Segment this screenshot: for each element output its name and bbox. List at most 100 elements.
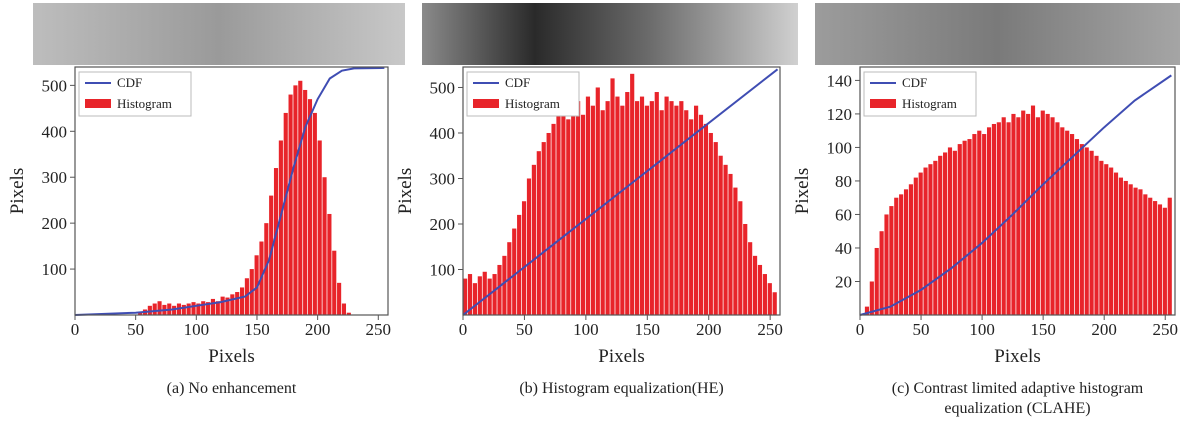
histogram-bar: [1162, 207, 1167, 315]
histogram-bar: [1074, 139, 1080, 315]
histogram-bar: [679, 101, 684, 315]
histogram-bar: [947, 147, 953, 315]
legend-swatch: [473, 99, 499, 108]
histogram-bar: [497, 264, 502, 315]
histogram-bar: [664, 96, 669, 316]
histogram-bar: [630, 73, 635, 316]
histogram-bar: [590, 105, 595, 316]
histogram-bar: [1094, 155, 1099, 315]
histogram-bar: [546, 132, 551, 315]
x-tick-label: 250: [1152, 320, 1178, 339]
legend: CDF Histogram: [466, 71, 580, 117]
histogram-bar: [1153, 201, 1158, 315]
y-axis-label: Pixels: [7, 168, 28, 214]
histogram-bar: [206, 302, 211, 315]
histogram-bar: [605, 101, 610, 315]
legend: CDF Histogram: [863, 71, 977, 117]
x-tick-label: 0: [856, 320, 865, 339]
histogram-bar: [561, 110, 566, 315]
histogram-bar: [698, 114, 704, 315]
histogram-bar: [1167, 197, 1172, 315]
histogram-bar: [918, 172, 923, 315]
histogram-bar: [317, 140, 322, 315]
y-tick-label: 80: [835, 172, 852, 191]
histogram-bar: [752, 255, 758, 315]
histogram-bar: [1026, 113, 1031, 316]
histogram-bar: [332, 250, 337, 315]
histogram-bar: [556, 114, 561, 315]
x-tick-label: 50: [516, 320, 533, 339]
histogram-bar: [654, 92, 659, 315]
caption: equalization (CLAHE): [944, 400, 1090, 417]
histogram-bar: [703, 123, 708, 315]
histogram-bar: [635, 101, 640, 315]
histogram-bar: [1138, 189, 1143, 315]
histogram-bar: [894, 197, 899, 315]
histogram-bar: [303, 89, 308, 316]
histogram-bar: [244, 278, 249, 315]
y-tick-label: 300: [430, 169, 456, 188]
histogram-bar: [585, 96, 591, 316]
histogram-bar: [982, 134, 987, 315]
cdf-line: [462, 68, 779, 316]
histogram-bar: [738, 201, 743, 315]
y-tick-label: 120: [827, 105, 853, 124]
histogram-bar: [512, 228, 517, 315]
histogram-bar: [748, 242, 753, 315]
x-tick-label: 50: [913, 320, 930, 339]
x-tick-label: 150: [1030, 320, 1056, 339]
histogram-bar: [644, 105, 650, 316]
histogram-bar: [1084, 147, 1089, 315]
y-tick-label: 100: [42, 260, 68, 279]
histogram-bar: [600, 110, 605, 315]
x-tick-label: 100: [573, 320, 599, 339]
legend-label: Histogram: [117, 96, 172, 111]
histogram-bar: [1123, 180, 1128, 315]
histogram-bar: [1089, 150, 1094, 315]
histogram-bar: [615, 96, 620, 316]
histogram-bar: [1040, 110, 1045, 315]
legend: CDF Histogram: [78, 71, 192, 117]
histogram-bar: [215, 301, 220, 315]
histogram-bar: [869, 281, 874, 315]
histogram-bar: [239, 287, 245, 315]
histogram-bar: [191, 302, 196, 315]
histogram-bar: [649, 101, 654, 315]
histogram-bar: [463, 278, 468, 315]
x-tick-label: 100: [184, 320, 210, 339]
histogram-bar: [521, 201, 527, 315]
legend-label: CDF: [505, 75, 530, 90]
histogram-bar: [138, 312, 143, 315]
histogram-bar: [977, 130, 982, 315]
plot-frame: [74, 66, 389, 316]
histogram-bar: [1133, 187, 1138, 315]
histogram-bar: [1104, 164, 1109, 315]
histogram-bar: [293, 85, 298, 316]
histogram-bar: [531, 164, 536, 315]
histogram-bar: [767, 283, 772, 315]
histogram-bar: [477, 276, 482, 315]
x-tick-label: 200: [1091, 320, 1117, 339]
y-tick-label: 200: [430, 215, 456, 234]
histogram-bar: [1030, 105, 1036, 315]
histogram-bar: [551, 123, 556, 315]
histogram-bar: [341, 303, 347, 315]
histogram-bar: [899, 194, 904, 315]
histogram-bar: [733, 187, 738, 315]
histogram-bar: [566, 119, 571, 315]
histogram-bar: [903, 189, 909, 315]
histogram-bar: [230, 294, 235, 315]
histogram-bar: [962, 140, 967, 315]
histogram-bar: [728, 173, 733, 315]
histogram-bar: [571, 105, 576, 316]
y-tick-label: 300: [42, 168, 68, 187]
histogram-bar: [1109, 167, 1114, 315]
histogram-bar: [928, 164, 933, 315]
histogram-bar: [595, 87, 600, 315]
histogram-bar: [757, 264, 763, 315]
histogram-bar: [967, 139, 972, 315]
image-strip: [422, 3, 798, 65]
histogram-bar: [1118, 177, 1123, 315]
histogram-bar: [772, 292, 777, 315]
